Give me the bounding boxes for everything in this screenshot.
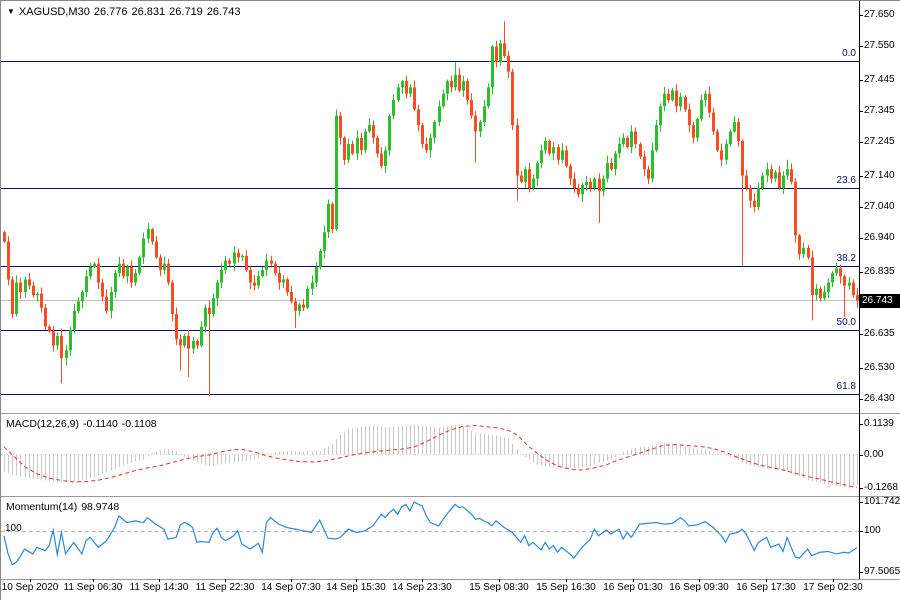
macd-axis-tick xyxy=(859,455,863,456)
price-axis-tick xyxy=(859,334,863,335)
momentum-axis-label: 100 xyxy=(864,524,881,536)
time-axis-label: 14 Sep 07:30 xyxy=(261,582,321,593)
price-axis-tick xyxy=(859,272,863,273)
price-axis-tick xyxy=(859,176,863,177)
fib-level-label: 0.0 xyxy=(842,48,856,60)
ohlc-close: 26.743 xyxy=(206,6,241,18)
current-price-tag: 26.743 xyxy=(859,293,900,308)
ohlc-low: 26.719 xyxy=(169,6,203,18)
time-axis-tick xyxy=(499,579,500,582)
price-axis-tick xyxy=(859,111,863,112)
price-axis-label: 27.650 xyxy=(864,9,895,20)
fib-level-label: 38.2 xyxy=(836,253,856,265)
momentum-indicator-label: Momentum(14) 98.9748 xyxy=(6,501,119,513)
time-axis-label: 15 Sep 16:30 xyxy=(536,582,596,593)
price-axis-tick xyxy=(859,142,863,143)
time-axis-tick xyxy=(356,579,357,582)
macd-value-main: -0.1140 xyxy=(82,418,118,430)
momentum-axis-tick xyxy=(859,572,863,573)
panel-separator[interactable] xyxy=(1,579,900,580)
time-axis-tick xyxy=(566,579,567,582)
macd-value-signal: -0.1108 xyxy=(121,418,157,430)
macd-canvas[interactable] xyxy=(1,414,859,496)
momentum-axis-label: 101.7428 xyxy=(864,496,900,507)
time-axis-tick xyxy=(30,579,31,582)
time-axis-label: 16 Sep 17:30 xyxy=(736,582,796,593)
time-axis-tick xyxy=(93,579,94,582)
fib-level-label: 61.8 xyxy=(836,380,856,392)
price-axis-label: 26.530 xyxy=(864,361,895,373)
fib-level-label: 50.0 xyxy=(836,317,856,329)
price-axis-label: 27.445 xyxy=(864,73,895,85)
time-axis-tick xyxy=(699,579,700,582)
price-axis-tick xyxy=(859,46,863,47)
macd-axis-label: 0.1139 xyxy=(864,417,894,429)
time-axis-tick xyxy=(225,579,226,582)
price-axis-tick xyxy=(859,80,863,81)
momentum-canvas[interactable] xyxy=(1,497,859,579)
macd-axis-tick xyxy=(859,424,863,425)
time-axis-tick xyxy=(291,579,292,582)
price-axis-tick xyxy=(859,207,863,208)
ohlc-high: 26.831 xyxy=(131,6,166,18)
price-axis-tick xyxy=(859,238,863,239)
time-axis-tick xyxy=(766,579,767,582)
price-axis-label: 26.835 xyxy=(864,265,895,277)
symbol-period-label: XAGUSD,M30 xyxy=(18,6,90,18)
time-axis-label: 15 Sep 08:30 xyxy=(469,582,529,593)
price-axis-label: 27.550 xyxy=(864,40,895,52)
time-axis-label: 17 Sep 02:30 xyxy=(803,582,863,593)
panel-separator[interactable] xyxy=(1,413,900,414)
ohlc-open: 26.776 xyxy=(93,6,128,18)
chart-title: ▼ XAGUSD,M30 26.776 26.831 26.719 26.743 xyxy=(7,6,240,18)
momentum-value: 98.9748 xyxy=(81,501,120,513)
macd-axis-label: -0.1268 xyxy=(864,482,898,494)
time-axis-label: 16 Sep 09:30 xyxy=(669,582,729,593)
macd-name: MACD(12,26,9) xyxy=(6,418,79,430)
price-axis-label: 27.245 xyxy=(864,136,895,148)
momentum-axis-tick xyxy=(859,531,863,532)
macd-indicator-label: MACD(12,26,9) -0.1140 -0.1108 xyxy=(6,418,157,430)
price-axis-label: 27.140 xyxy=(864,169,895,181)
momentum-level-label: 100 xyxy=(5,523,22,534)
time-axis-tick xyxy=(633,579,634,582)
candlestick-canvas[interactable] xyxy=(1,1,859,413)
panel-separator[interactable] xyxy=(1,496,900,497)
macd-axis-tick xyxy=(859,488,863,489)
time-axis-tick xyxy=(422,579,423,582)
price-axis-label: 27.040 xyxy=(864,201,895,212)
price-axis-tick xyxy=(859,399,863,400)
momentum-axis-label: 97.5065 xyxy=(864,565,900,577)
macd-axis-label: 0.00 xyxy=(864,448,884,460)
momentum-name: Momentum(14) xyxy=(6,501,78,513)
price-axis-label: 26.940 xyxy=(864,232,895,244)
price-axis-label: 26.430 xyxy=(864,393,895,404)
time-axis-label: 11 Sep 14:30 xyxy=(129,582,189,593)
symbol-dropdown-icon[interactable]: ▼ xyxy=(7,7,15,16)
time-axis-label: 10 Sep 2020 xyxy=(1,582,59,593)
time-axis-label: 16 Sep 01:30 xyxy=(603,582,663,593)
time-axis-label: 11 Sep 22:30 xyxy=(195,582,255,593)
price-axis-tick xyxy=(859,15,863,16)
time-axis-label: 11 Sep 06:30 xyxy=(63,582,123,593)
momentum-axis-tick xyxy=(859,502,863,503)
price-axis-border xyxy=(859,1,860,579)
fib-level-label: 23.6 xyxy=(836,175,856,187)
time-axis-label: 14 Sep 23:30 xyxy=(392,582,452,593)
time-axis-tick xyxy=(833,579,834,582)
time-axis-label: 14 Sep 15:30 xyxy=(326,582,386,593)
time-axis-tick xyxy=(159,579,160,582)
price-axis-label: 27.345 xyxy=(864,105,895,116)
price-axis-tick xyxy=(859,368,863,369)
price-axis-label: 26.635 xyxy=(864,328,895,340)
